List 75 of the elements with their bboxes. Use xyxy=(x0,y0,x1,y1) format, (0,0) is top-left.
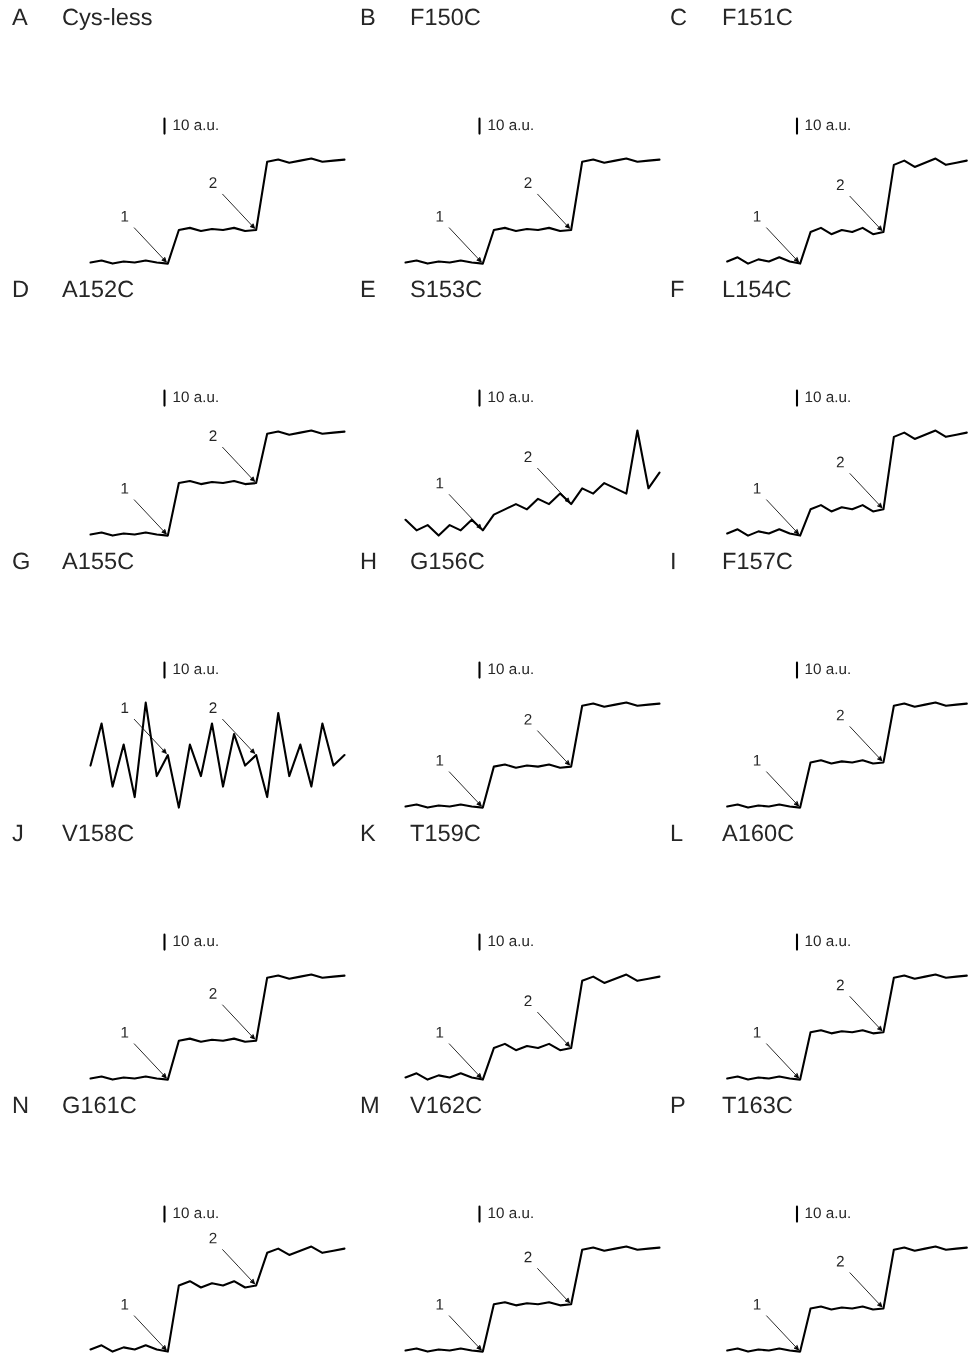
chart-title: J xyxy=(12,824,23,842)
annotation: 2 xyxy=(209,988,217,999)
annotation: 1 xyxy=(121,1027,129,1038)
chart-title: N xyxy=(13,1096,28,1114)
annotation: 1 xyxy=(753,755,761,766)
chart-title: D xyxy=(13,280,28,298)
text: 10 a.u. xyxy=(488,663,533,675)
chart-subtitle: S153C xyxy=(411,280,482,298)
chart-subtitle: A155C xyxy=(62,552,134,570)
text: 2 xyxy=(209,1232,217,1244)
text: 10 a.u. xyxy=(805,1207,850,1219)
chart-title: M xyxy=(361,1096,378,1114)
annotation: 2 xyxy=(836,179,844,191)
annotation: 2 xyxy=(836,456,844,468)
chart-subtitle: L154C xyxy=(723,280,791,298)
annotation: 2 xyxy=(836,709,844,721)
annotation: 2 xyxy=(209,177,217,188)
text: 10 a.u. xyxy=(805,391,850,403)
annotation: 2 xyxy=(836,979,844,991)
annotation: 1 xyxy=(436,211,444,222)
text: 10 a.u. xyxy=(488,1207,533,1219)
text: 10 a.u. xyxy=(805,119,850,131)
chart-subtitle: F157C xyxy=(723,552,792,570)
annotation: 2 xyxy=(524,451,532,463)
chart-subtitle: F150C xyxy=(411,8,480,26)
annotation: 1 xyxy=(436,477,444,489)
chart-title: L xyxy=(671,824,683,842)
annotation: 1 xyxy=(753,1299,761,1310)
chart-subtitle: V158C xyxy=(62,824,134,842)
chart-subtitle: G161C xyxy=(63,1096,136,1114)
chart-title: E xyxy=(361,280,375,298)
chart-subtitle: F151C xyxy=(723,8,792,26)
chart-subtitle: A160C xyxy=(722,824,794,842)
chart-title: H xyxy=(361,552,376,570)
chart-title: C xyxy=(671,8,687,26)
annotation: 1 xyxy=(436,1027,444,1038)
chart-title: P xyxy=(671,1096,685,1114)
annotation: 2 xyxy=(524,1251,532,1263)
text: 10 a.u. xyxy=(173,391,218,403)
text: 10 a.u. xyxy=(173,119,218,131)
annotation: 2 xyxy=(524,995,532,1007)
annotation: 2 xyxy=(524,713,532,725)
annotation: 1 xyxy=(121,483,129,494)
chart-title: F xyxy=(671,280,684,298)
text: 10 a.u. xyxy=(173,663,218,675)
annotation: 1 xyxy=(121,702,129,714)
chart-title: I xyxy=(672,552,675,570)
chart-subtitle: T159C xyxy=(410,824,480,842)
annotation: 1 xyxy=(753,211,761,222)
annotation: 1 xyxy=(753,1027,761,1038)
text: 10 a.u. xyxy=(488,935,533,947)
annotation: 2 xyxy=(209,702,217,714)
annotation: 1 xyxy=(436,1299,444,1310)
annotation: 2 xyxy=(524,177,532,188)
chart-title: B xyxy=(361,8,375,26)
annotation: 1 xyxy=(121,211,129,222)
chart-subtitle: Cys-less xyxy=(63,7,152,30)
annotation: 1 xyxy=(121,1299,129,1310)
text: 10 a.u. xyxy=(805,935,850,947)
chart-title: G xyxy=(13,552,29,570)
annotation: 1 xyxy=(436,755,444,766)
chart-subtitle: V162C xyxy=(410,1096,482,1114)
text: 10 a.u. xyxy=(173,1207,218,1219)
text: 10 a.u. xyxy=(805,663,850,675)
annotation: 1 xyxy=(753,483,761,494)
chart-title: A xyxy=(12,8,28,26)
annotation: 2 xyxy=(209,430,217,442)
text: 10 a.u. xyxy=(488,119,533,131)
chart-subtitle: T163C xyxy=(722,1096,792,1114)
text: 10 a.u. xyxy=(488,391,533,403)
annotation: 2 xyxy=(836,1255,844,1267)
text: 10 a.u. xyxy=(173,935,218,947)
chart-title: K xyxy=(361,824,376,842)
chart-subtitle: G156C xyxy=(411,552,484,570)
chart-subtitle: A152C xyxy=(62,280,134,298)
